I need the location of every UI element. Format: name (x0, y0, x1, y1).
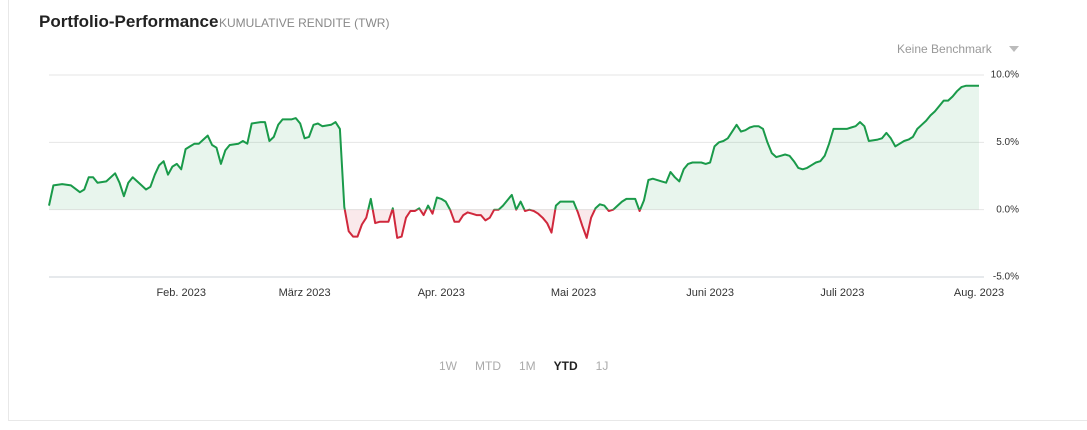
x-tick-label: Aug. 2023 (954, 287, 1004, 299)
range-button[interactable]: 1M (519, 359, 536, 373)
x-tick-label: Apr. 2023 (418, 287, 465, 299)
area (49, 85, 979, 210)
range-button[interactable]: 1J (595, 359, 609, 373)
y-tick-label: -5.0% (993, 272, 1019, 283)
range-button[interactable]: 1W (439, 359, 457, 373)
range-buttons: 1W MTD 1M YTD 1J (430, 359, 617, 373)
range-button[interactable]: YTD (553, 359, 578, 373)
x-tick-label: Feb. 2023 (156, 287, 206, 299)
x-tick-label: März 2023 (279, 287, 331, 299)
range-button[interactable]: MTD (475, 359, 501, 373)
subtitle: KUMULATIVE RENDITE (TWR) (219, 16, 390, 30)
dropdown-caret[interactable] (1009, 46, 1019, 52)
benchmark-selector[interactable]: Keine Benchmark (897, 42, 992, 56)
y-tick-label: 5.0% (996, 137, 1019, 148)
x-tick-label: Juli 2023 (820, 287, 864, 299)
panel-border (8, 420, 1087, 421)
y-tick-label: 0.0% (996, 204, 1019, 215)
line (48, 84, 979, 210)
panel-border (8, 0, 9, 420)
x-tick-label: Juni 2023 (686, 287, 734, 299)
title: Portfolio-Performance (39, 12, 219, 31)
x-tick-label: Mai 2023 (551, 287, 596, 299)
y-tick-label: 10.0% (991, 70, 1019, 81)
